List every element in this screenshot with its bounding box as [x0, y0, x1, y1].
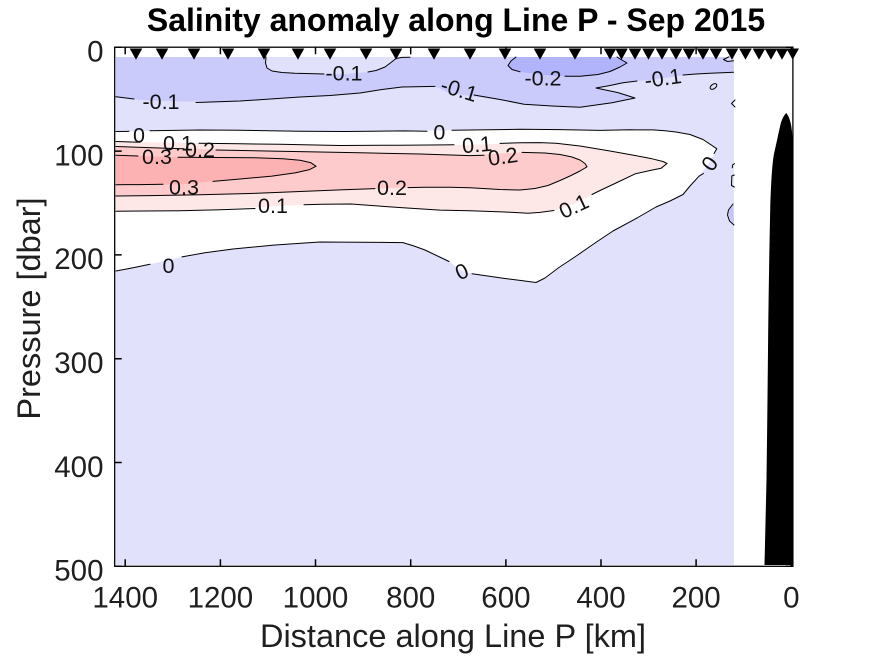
svg-text:-0.1: -0.1 — [142, 90, 179, 114]
svg-text:200: 200 — [671, 582, 720, 615]
svg-text:Salinity anomaly along Line P: Salinity anomaly along Line P - Sep 2015 — [147, 2, 765, 38]
svg-text:0.3: 0.3 — [169, 175, 199, 199]
svg-text:600: 600 — [481, 582, 530, 615]
svg-text:100: 100 — [54, 139, 103, 172]
svg-text:-0.1: -0.1 — [325, 61, 362, 85]
svg-text:1400: 1400 — [92, 582, 158, 615]
svg-text:0: 0 — [163, 254, 175, 278]
svg-text:200: 200 — [54, 243, 103, 276]
svg-text:0.2: 0.2 — [377, 176, 407, 200]
svg-text:0.2: 0.2 — [185, 138, 215, 162]
svg-text:0: 0 — [433, 121, 445, 145]
svg-text:1200: 1200 — [188, 582, 254, 615]
svg-text:0.3: 0.3 — [142, 145, 172, 169]
svg-text:400: 400 — [54, 451, 103, 484]
svg-text:0.2: 0.2 — [487, 143, 520, 171]
svg-text:500: 500 — [54, 555, 103, 588]
svg-text:1000: 1000 — [283, 582, 349, 615]
svg-text:Distance along Line P [km]: Distance along Line P [km] — [260, 618, 646, 654]
svg-text:0: 0 — [783, 582, 799, 615]
svg-text:300: 300 — [54, 347, 103, 380]
svg-text:0: 0 — [87, 36, 103, 69]
svg-text:0.1: 0.1 — [258, 194, 288, 218]
svg-text:800: 800 — [386, 582, 435, 615]
svg-text:0.1: 0.1 — [461, 132, 493, 159]
svg-text:-0.1: -0.1 — [643, 64, 683, 93]
svg-text:Pressure [dbar]: Pressure [dbar] — [11, 197, 47, 419]
svg-text:400: 400 — [576, 582, 625, 615]
svg-text:-0.2: -0.2 — [524, 67, 561, 91]
svg-text:0.1: 0.1 — [163, 132, 193, 156]
svg-text:0: 0 — [133, 124, 145, 148]
